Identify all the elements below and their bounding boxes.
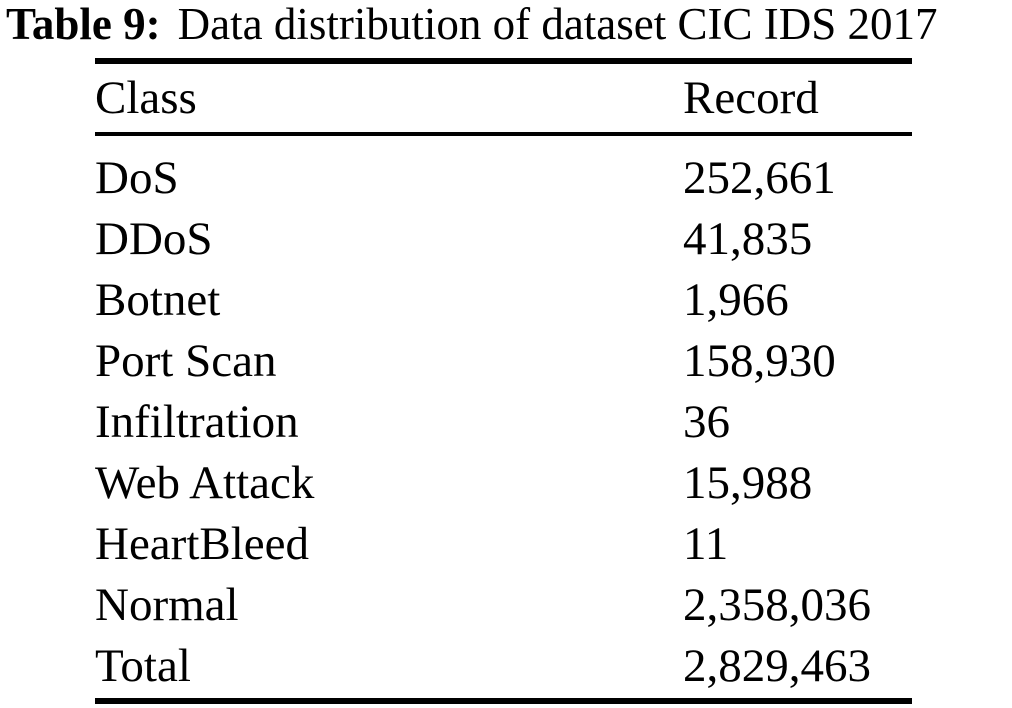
- table-row: DDoS 41,835: [95, 208, 912, 269]
- table-caption-label: Table 9:: [6, 0, 161, 49]
- record-cell: 41,835: [683, 212, 813, 265]
- record-cell: 15,988: [683, 456, 813, 509]
- table-body: DoS 252,661 DDoS 41,835 Botnet 1,966 Por…: [95, 136, 912, 698]
- table-row: DoS 252,661: [95, 147, 912, 208]
- table-caption-text: Data distribution of dataset CIC IDS 201…: [177, 0, 938, 49]
- table-row: Normal 2,358,036: [95, 574, 912, 635]
- table-row: Port Scan 158,930: [95, 330, 912, 391]
- table-row: HeartBleed 11: [95, 513, 912, 574]
- class-cell: Total: [95, 639, 191, 692]
- table-row: Web Attack 15,988: [95, 452, 912, 513]
- class-cell: HeartBleed: [95, 517, 310, 570]
- record-cell: 1,966: [683, 273, 789, 326]
- class-cell: Infiltration: [95, 395, 299, 448]
- record-cell: 36: [683, 395, 730, 448]
- table-row: Botnet 1,966: [95, 269, 912, 330]
- table-header-row: Class Record: [95, 64, 912, 136]
- record-cell: 252,661: [683, 151, 836, 204]
- class-cell: Port Scan: [95, 334, 277, 387]
- class-cell: Web Attack: [95, 456, 315, 509]
- table-row: Total 2,829,463: [95, 635, 912, 696]
- record-cell: 2,358,036: [683, 578, 871, 631]
- class-cell: Botnet: [95, 273, 221, 326]
- record-cell: 158,930: [683, 334, 836, 387]
- class-cell: Normal: [95, 578, 239, 631]
- data-distribution-table: Class Record DoS 252,661 DDoS 41,835 Bot…: [95, 58, 912, 704]
- class-cell: DDoS: [95, 212, 213, 265]
- column-header-class: Class: [95, 72, 197, 124]
- record-cell: 2,829,463: [683, 639, 871, 692]
- record-cell: 11: [683, 517, 729, 570]
- table-caption: Table 9: Data distribution of dataset CIC…: [6, 0, 938, 50]
- table-row: Infiltration 36: [95, 391, 912, 452]
- class-cell: DoS: [95, 151, 179, 204]
- column-header-record: Record: [683, 72, 819, 124]
